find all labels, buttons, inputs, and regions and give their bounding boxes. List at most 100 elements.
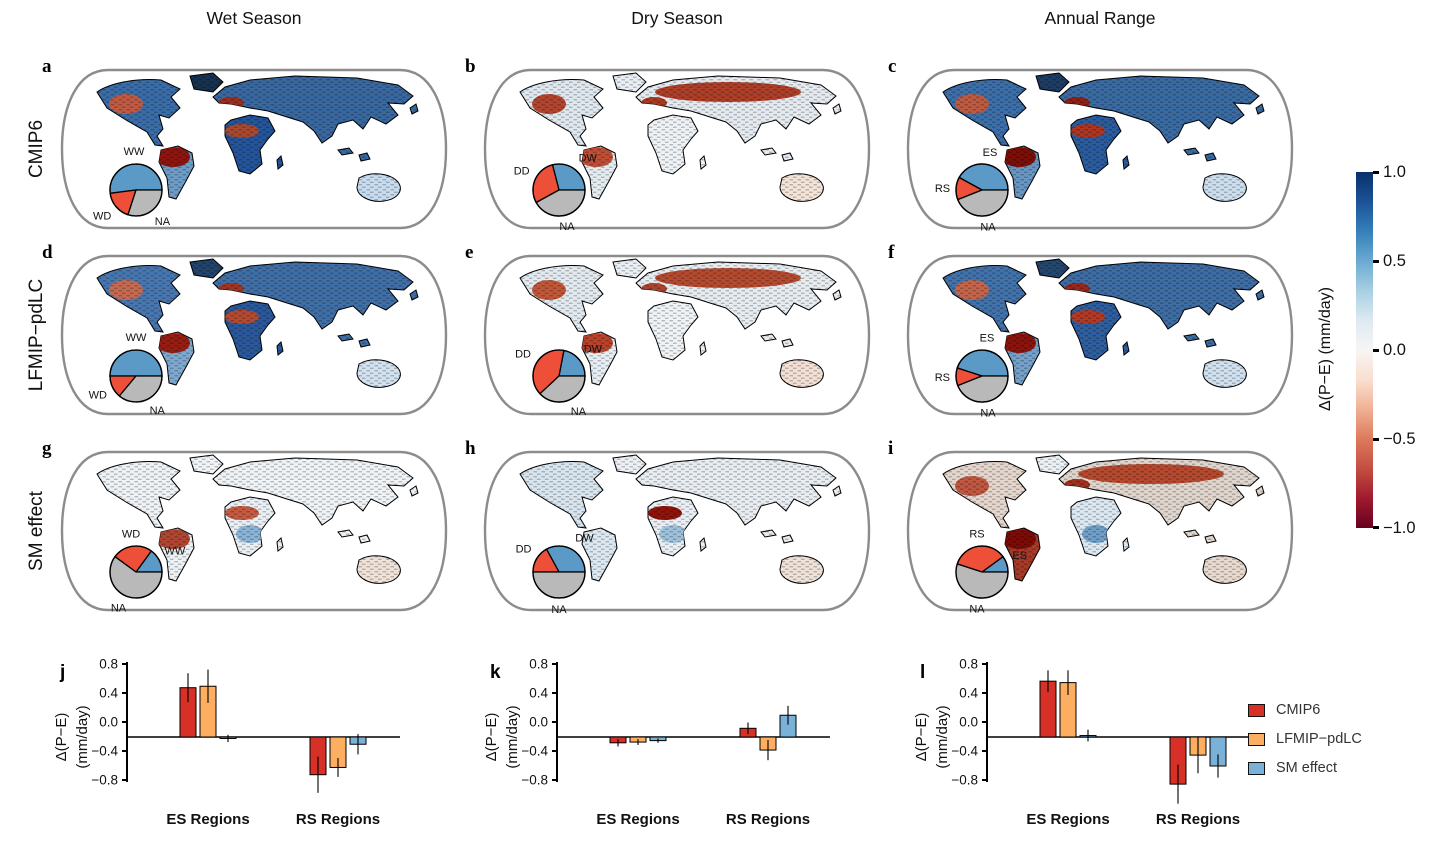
x-category-label: RS Regions bbox=[1156, 811, 1240, 828]
x-category-label: ES Regions bbox=[596, 811, 679, 828]
pie-label-WW: WW bbox=[124, 146, 145, 158]
pie-label-NA: NA bbox=[969, 604, 985, 614]
bar-chart-j: j 0.8 0.4 0.0 −0.4 −0.8 Δ(P−E) (mm/day) ES Regio… bbox=[48, 632, 468, 847]
panel-letter: h bbox=[465, 438, 476, 459]
pie-label-RS: RS bbox=[935, 372, 950, 384]
world-map-svg: WW WD NA bbox=[60, 254, 448, 417]
pie-label-WD: WD bbox=[122, 528, 140, 540]
world-map-svg: DW DD NA bbox=[483, 450, 871, 616]
y-tick-label: 0.0 bbox=[959, 715, 978, 730]
colorbar-tick-mark bbox=[1373, 171, 1379, 174]
pie-inset: DW DD NA bbox=[514, 153, 598, 233]
pie-inset: ES RS NA bbox=[935, 147, 1009, 233]
pie-label-RS: RS bbox=[935, 183, 950, 195]
pie-label-NA: NA bbox=[559, 221, 575, 232]
world-map-svg: DW DD NA bbox=[483, 254, 871, 418]
panel-letter: g bbox=[42, 438, 52, 459]
pie-inset: WW WD NA bbox=[93, 146, 171, 228]
x-category-label: ES Regions bbox=[1026, 811, 1109, 828]
colorbar-tick-mark bbox=[1373, 349, 1379, 352]
legend-label-cmip6: CMIP6 bbox=[1276, 702, 1321, 718]
pie-label-DD: DD bbox=[514, 165, 530, 177]
pie-label-NA: NA bbox=[980, 221, 996, 232]
pie-label-DD: DD bbox=[515, 349, 531, 361]
y-axis-label: Δ(P−E) bbox=[913, 713, 930, 762]
colorbar-tick-0.5: 0.5 bbox=[1383, 252, 1406, 270]
pie-inset: ES RS NA bbox=[935, 332, 1009, 419]
pie-label-WW: WW bbox=[165, 546, 186, 558]
pie-label-WW: WW bbox=[126, 332, 147, 344]
world-map-svg: ES RS NA bbox=[906, 450, 1294, 616]
bar-chart-svg: j 0.8 0.4 0.0 −0.4 −0.8 Δ(P−E) (mm/day) ES Regio… bbox=[53, 657, 400, 828]
y-tick-label: −0.8 bbox=[951, 773, 978, 788]
legend-item-lfmip-pdlc: LFMIP−pdLC bbox=[1248, 731, 1362, 747]
world-map-svg: DW DD NA bbox=[483, 68, 871, 233]
y-axis-label: Δ(P−E) bbox=[53, 713, 70, 762]
pie-label-ES: ES bbox=[983, 147, 998, 159]
pie-inset: WW WD NA bbox=[89, 332, 166, 417]
map-panel-e: e DW DD NA bbox=[465, 242, 873, 418]
panel-letter: k bbox=[490, 662, 501, 683]
column-title-wet-season: Wet Season bbox=[206, 8, 302, 28]
colorbar-tick-neg0.5: −0.5 bbox=[1383, 430, 1416, 448]
y-tick-label: 0.0 bbox=[99, 715, 118, 730]
map-panel-f: f ES RS NA bbox=[888, 242, 1296, 419]
map-panel-a: a WW WD NA bbox=[42, 56, 450, 232]
map-panel-b: b DW DD NA bbox=[465, 56, 873, 233]
panel-letter: f bbox=[888, 242, 895, 263]
pie-label-DW: DW bbox=[575, 533, 594, 545]
pie-label-RS: RS bbox=[969, 528, 984, 540]
panel-letter: e bbox=[465, 242, 474, 263]
y-axis-label: Δ(P−E) bbox=[483, 713, 500, 762]
bar-chart-k: k 0.8 0.4 0.0 −0.4 −0.8 Δ(P−E) (mm/day) ES Regio… bbox=[478, 632, 898, 847]
world-map-svg: ES RS NA bbox=[906, 68, 1294, 233]
row-label-cmip6: CMIP6 bbox=[26, 119, 47, 179]
panel-letter: a bbox=[42, 56, 52, 77]
y-tick-label: −0.4 bbox=[521, 744, 548, 759]
x-category-label: RS Regions bbox=[296, 811, 380, 828]
column-title-dry-season: Dry Season bbox=[631, 8, 723, 28]
world-map-svg: WW WD NA bbox=[60, 450, 448, 614]
pie-label-NA: NA bbox=[150, 405, 166, 417]
panel-letter: l bbox=[920, 662, 925, 683]
colorbar-tick-mark bbox=[1373, 260, 1379, 263]
y-axis-label: (mm/day) bbox=[934, 705, 951, 768]
panel-letter: j bbox=[59, 662, 65, 683]
legend-swatch-sm-effect bbox=[1248, 761, 1265, 775]
map-panel-g: g WW WD NA bbox=[42, 438, 450, 614]
legend-label-lfmip-pdlc: LFMIP−pdLC bbox=[1276, 731, 1362, 747]
bar-legend: CMIP6 LFMIP−pdLC SM effect bbox=[1248, 702, 1362, 776]
pie-label-DD: DD bbox=[516, 544, 532, 556]
bar-chart-svg: k 0.8 0.4 0.0 −0.4 −0.8 Δ(P−E) (mm/day) ES Regio… bbox=[483, 657, 830, 828]
colorbar-axis-label: Δ(P−E) (mm/day) bbox=[1317, 286, 1334, 412]
colorbar bbox=[1356, 172, 1373, 528]
legend-swatch-cmip6 bbox=[1248, 703, 1265, 717]
pie-inset: WW WD NA bbox=[109, 528, 186, 614]
map-panel-c: c ES RS NA bbox=[888, 56, 1296, 233]
panel-letter: i bbox=[888, 438, 894, 459]
map-panel-d: d WW WD NA bbox=[42, 242, 450, 418]
bar-chart-svg: l 0.8 0.4 0.0 −0.4 −0.8 Δ(P−E) (mm/day) ES Regio… bbox=[913, 657, 1260, 828]
y-tick-label: 0.4 bbox=[959, 686, 978, 701]
pie-label-ES: ES bbox=[1012, 550, 1027, 562]
world-map-svg: WW WD NA bbox=[60, 68, 448, 230]
world-map-svg: ES RS NA bbox=[906, 254, 1294, 419]
pie-label-ES: ES bbox=[980, 332, 995, 344]
panel-letter: c bbox=[888, 56, 897, 77]
legend-label-sm-effect: SM effect bbox=[1276, 760, 1337, 776]
y-tick-label: 0.8 bbox=[529, 657, 548, 672]
legend-item-sm-effect: SM effect bbox=[1248, 760, 1362, 776]
pie-inset: ES RS NA bbox=[955, 528, 1027, 616]
colorbar-tick-mark bbox=[1373, 438, 1379, 441]
y-tick-label: −0.8 bbox=[91, 773, 118, 788]
map-panel-i: i ES RS NA bbox=[888, 438, 1296, 616]
colorbar-tick-mark bbox=[1373, 526, 1379, 529]
panel-letter: d bbox=[42, 242, 53, 263]
legend-swatch-lfmip-pdlc bbox=[1248, 732, 1265, 746]
y-tick-label: 0.4 bbox=[99, 686, 118, 701]
colorbar-tick-neg1.0: −1.0 bbox=[1383, 519, 1416, 537]
pie-label-WD: WD bbox=[93, 210, 111, 222]
pie-label-NA: NA bbox=[571, 406, 587, 418]
row-label-lfmip-pdlc: LFMIP−pdLC bbox=[26, 278, 47, 392]
map-panel-h: h DW DD NA bbox=[465, 438, 873, 616]
